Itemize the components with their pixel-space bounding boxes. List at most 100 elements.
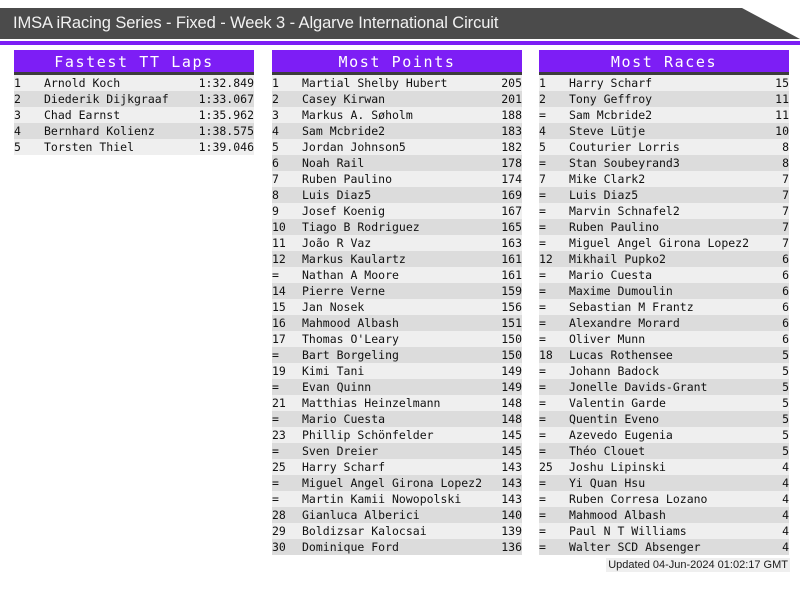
cell-rank: =	[272, 444, 279, 458]
table-row[interactable]: 21 Matthias Heinzelmann 148	[272, 395, 522, 411]
table-row[interactable]: = Valentin Garde 5	[539, 395, 789, 411]
panel-fastest-tt-laps: Fastest TT Laps 1 Arnold Koch 1:32.849 2 Died…	[14, 50, 254, 155]
table-row[interactable]: 5 Torsten Thiel 1:39.046	[14, 139, 254, 155]
table-row[interactable]: 4 Sam Mcbride2 183	[272, 123, 522, 139]
page-title: IMSA iRacing Series - Fixed - Week 3 - A…	[13, 14, 499, 32]
table-row[interactable]: 4 Bernhard Kolienz 1:38.575	[14, 123, 254, 139]
table-row[interactable]: 25 Joshu Lipinski 4	[539, 459, 789, 475]
table-row[interactable]: 7 Ruben Paulino 174	[272, 171, 522, 187]
cell-rank: 4	[272, 124, 279, 138]
cell-rank: 12	[539, 252, 553, 266]
table-row[interactable]: 8 Luis Diaz5 169	[272, 187, 522, 203]
table-row[interactable]: = Maxime Dumoulin 6	[539, 283, 789, 299]
table-row[interactable]: = Stan Soubeyrand3 8	[539, 155, 789, 171]
cell-value: 165	[501, 220, 522, 234]
cell-rank: 3	[14, 108, 21, 122]
cell-driver-name: Martial Shelby Hubert	[302, 76, 448, 90]
panel-title-fastest-tt-laps: Fastest TT Laps	[14, 50, 254, 75]
cell-driver-name: Harry Scharf	[302, 460, 386, 474]
table-row[interactable]: = Oliver Munn 6	[539, 331, 789, 347]
table-row[interactable]: = Sam Mcbride2 11	[539, 107, 789, 123]
table-row[interactable]: 29 Boldizsar Kalocsai 139	[272, 523, 522, 539]
cell-value: 178	[501, 156, 522, 170]
table-row[interactable]: = Azevedo Eugenia 5	[539, 427, 789, 443]
table-row[interactable]: 3 Chad Earnst 1:35.962	[14, 107, 254, 123]
table-row[interactable]: = Mario Cuesta 148	[272, 411, 522, 427]
cell-driver-name: Tiago B Rodriguez	[302, 220, 420, 234]
table-row[interactable]: = Mario Cuesta 6	[539, 267, 789, 283]
table-row[interactable]: = Sven Dreier 145	[272, 443, 522, 459]
table-row[interactable]: 10 Tiago B Rodriguez 165	[272, 219, 522, 235]
cell-rank: 4	[539, 124, 546, 138]
table-row[interactable]: 5 Couturier Lorris 8	[539, 139, 789, 155]
table-row[interactable]: 28 Gianluca Alberici 140	[272, 507, 522, 523]
cell-driver-name: Chad Earnst	[44, 108, 121, 122]
table-row[interactable]: = Mahmood Albash 4	[539, 507, 789, 523]
table-row[interactable]: = Paul N T Williams 4	[539, 523, 789, 539]
cell-value: 1:39.046	[198, 140, 254, 154]
cell-rank: 18	[539, 348, 553, 362]
cell-rank: 2	[272, 92, 279, 106]
cell-value: 145	[501, 444, 522, 458]
table-row[interactable]: 14 Pierre Verne 159	[272, 283, 522, 299]
table-row[interactable]: = Luis Diaz5 7	[539, 187, 789, 203]
table-row[interactable]: 1 Arnold Koch 1:32.849	[14, 75, 254, 91]
table-row[interactable]: 6 Noah Rail 178	[272, 155, 522, 171]
table-row[interactable]: = Ruben Paulino 7	[539, 219, 789, 235]
table-row[interactable]: 15 Jan Nosek 156	[272, 299, 522, 315]
table-row[interactable]: 2 Diederik Dijkgraaf 1:33.067	[14, 91, 254, 107]
table-row[interactable]: 25 Harry Scharf 143	[272, 459, 522, 475]
cell-driver-name: Maxime Dumoulin	[569, 284, 673, 298]
table-row[interactable]: 3 Markus A. Søholm 188	[272, 107, 522, 123]
table-row[interactable]: 1 Harry Scharf 15	[539, 75, 789, 91]
cell-driver-name: Joshu Lipinski	[569, 460, 666, 474]
cell-value: 161	[501, 268, 522, 282]
table-row[interactable]: = Marvin Schnafel2 7	[539, 203, 789, 219]
table-row[interactable]: = Martin Kamii Nowopolski 143	[272, 491, 522, 507]
table-row[interactable]: 7 Mike Clark2 7	[539, 171, 789, 187]
table-row[interactable]: = Miguel Angel Girona Lopez2 7	[539, 235, 789, 251]
table-row[interactable]: 17 Thomas O'Leary 150	[272, 331, 522, 347]
table-row[interactable]: = Jonelle Davids-Grant 5	[539, 379, 789, 395]
table-row[interactable]: 1 Martial Shelby Hubert 205	[272, 75, 522, 91]
table-row[interactable]: = Nathan A Moore 161	[272, 267, 522, 283]
cell-driver-name: Phillip Schönfelder	[302, 428, 434, 442]
table-row[interactable]: = Walter SCD Absenger 4	[539, 539, 789, 555]
cell-value: 11	[775, 108, 789, 122]
table-row[interactable]: 16 Mahmood Albash 151	[272, 315, 522, 331]
table-row[interactable]: 19 Kimi Tani 149	[272, 363, 522, 379]
table-row[interactable]: = Ruben Corresa Lozano 4	[539, 491, 789, 507]
cell-value: 148	[501, 412, 522, 426]
table-row[interactable]: 5 Jordan Johnson5 182	[272, 139, 522, 155]
table-row[interactable]: = Sebastian M Frantz 6	[539, 299, 789, 315]
cell-rank: =	[539, 380, 546, 394]
table-row[interactable]: = Miguel Angel Girona Lopez2 143	[272, 475, 522, 491]
cell-value: 5	[782, 348, 789, 362]
table-row[interactable]: = Evan Quinn 149	[272, 379, 522, 395]
title-bar-background	[0, 8, 800, 39]
table-row[interactable]: 23 Phillip Schönfelder 145	[272, 427, 522, 443]
table-row[interactable]: = Alexandre Morard 6	[539, 315, 789, 331]
table-row[interactable]: = Yi Quan Hsu 4	[539, 475, 789, 491]
table-row[interactable]: 18 Lucas Rothensee 5	[539, 347, 789, 363]
table-row[interactable]: 4 Steve Lütje 10	[539, 123, 789, 139]
table-row[interactable]: 12 Mikhail Pupko2 6	[539, 251, 789, 267]
cell-value: 6	[782, 300, 789, 314]
table-row[interactable]: = Quentin Eveno 5	[539, 411, 789, 427]
table-row[interactable]: 2 Tony Geffroy 11	[539, 91, 789, 107]
cell-driver-name: João R Vaz	[302, 236, 372, 250]
cell-value: 150	[501, 348, 522, 362]
cell-rank: =	[539, 300, 546, 314]
cell-value: 167	[501, 204, 522, 218]
table-row[interactable]: 30 Dominique Ford 136	[272, 539, 522, 555]
table-row[interactable]: 11 João R Vaz 163	[272, 235, 522, 251]
cell-driver-name: Ruben Corresa Lozano	[569, 492, 708, 506]
table-row[interactable]: = Johann Badock 5	[539, 363, 789, 379]
table-row[interactable]: 12 Markus Kaulartz 161	[272, 251, 522, 267]
cell-value: 161	[501, 252, 522, 266]
table-row[interactable]: = Bart Borgeling 150	[272, 347, 522, 363]
table-row[interactable]: 9 Josef Koenig 167	[272, 203, 522, 219]
table-row[interactable]: 2 Casey Kirwan 201	[272, 91, 522, 107]
table-row[interactable]: = Théo Clouet 5	[539, 443, 789, 459]
cell-rank: 28	[272, 508, 286, 522]
